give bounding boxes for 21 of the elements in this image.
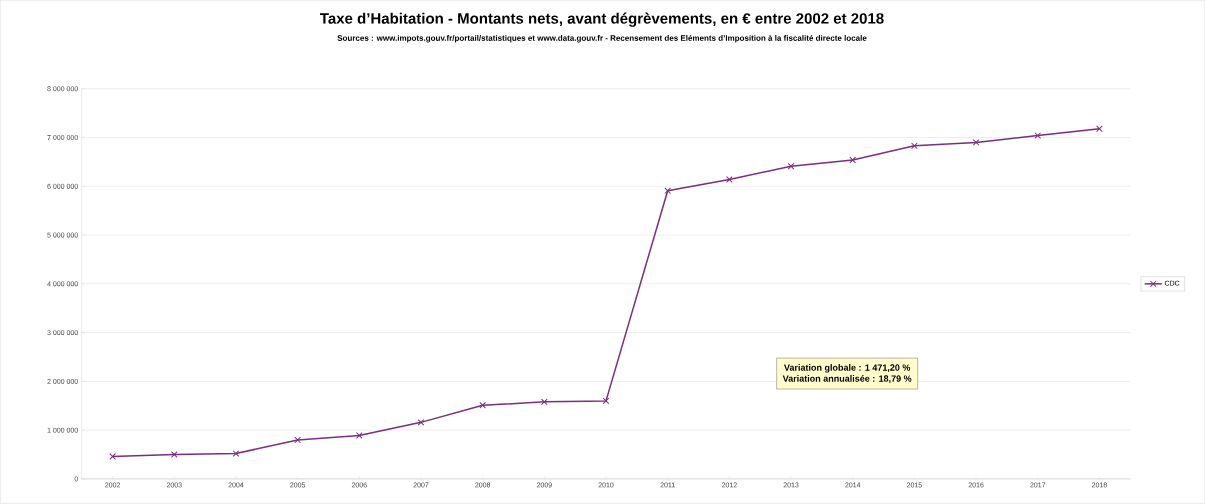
point — [355, 432, 363, 440]
point — [1096, 125, 1103, 133]
point — [1034, 132, 1042, 140]
annotation: Variation globale : 1 471,20 % — [784, 364, 911, 373]
point — [849, 156, 857, 164]
point — [109, 453, 116, 460]
chart-title: Taxe d’Habitation - Montants nets, avant dégrèvements, en € entre 2002 et 2018 — [320, 12, 884, 27]
point — [170, 451, 178, 459]
point — [911, 142, 918, 150]
chart-subtitle: Sources : www.impots.gouv.fr/portail/statistiques et www.data.gouv.fr - Recensement des Eléments d’Imposition à la fiscalité directe locale — [337, 35, 867, 43]
point — [232, 450, 240, 458]
point — [726, 176, 733, 183]
point — [294, 436, 301, 444]
point — [664, 187, 672, 195]
annotation: Variation annualisée : 18,79 % — [782, 375, 912, 384]
point — [972, 139, 980, 146]
point — [602, 397, 610, 405]
point — [541, 398, 548, 406]
point — [787, 163, 795, 170]
point — [479, 402, 486, 409]
point — [417, 419, 425, 426]
